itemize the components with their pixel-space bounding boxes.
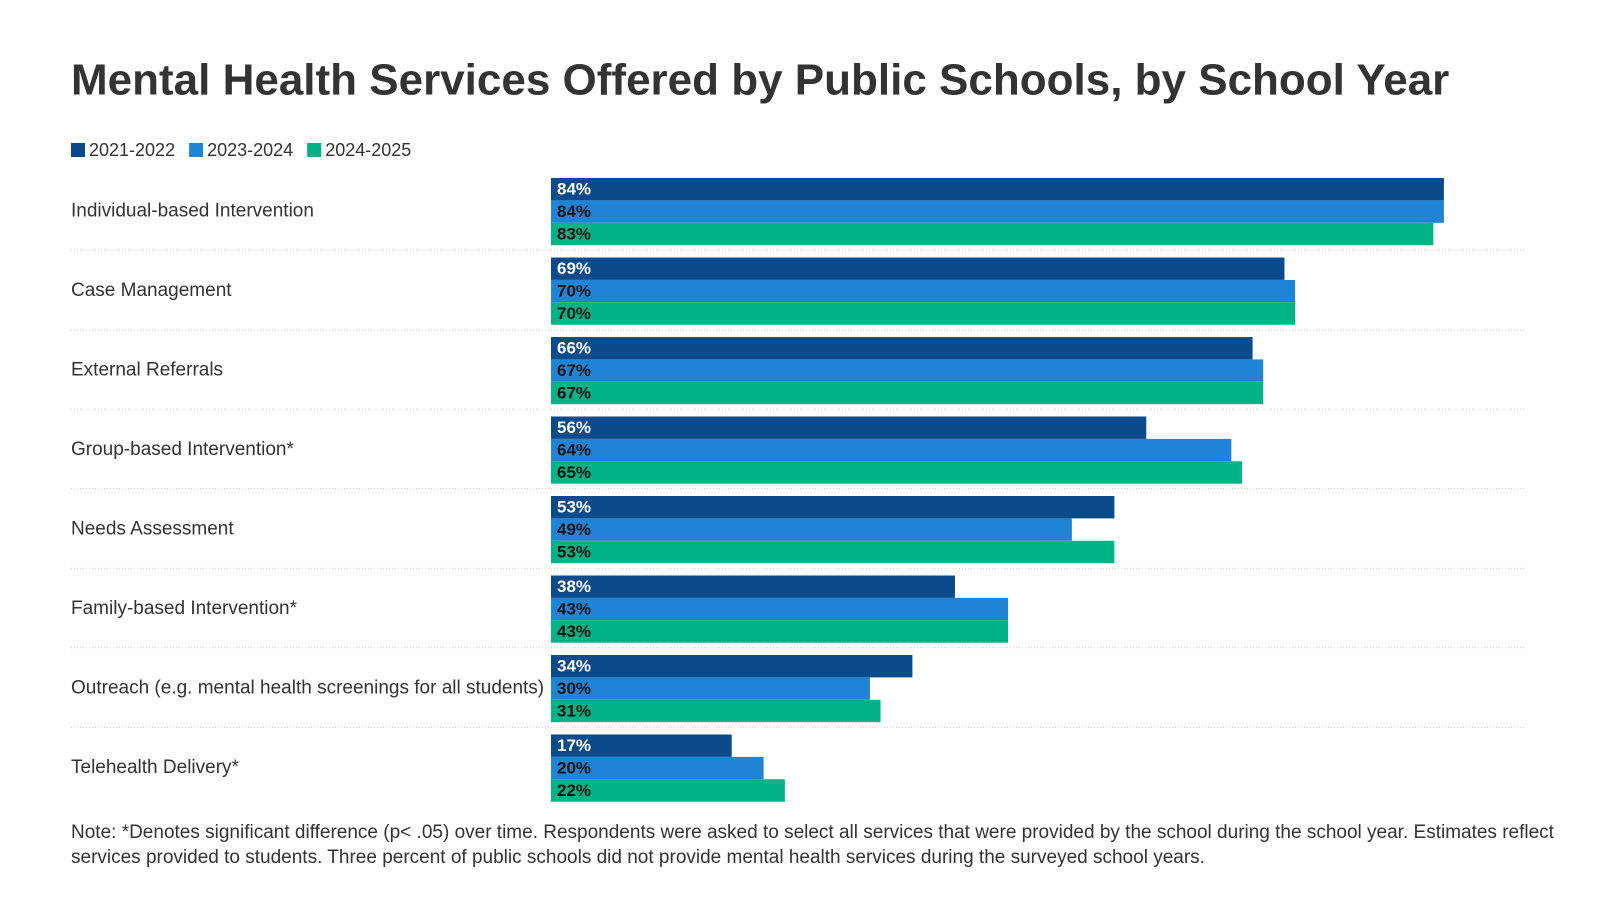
value-label: 84% (557, 180, 591, 199)
bar (551, 756, 764, 780)
legend-swatch (71, 143, 85, 157)
legend-label: 2024-2025 (325, 140, 411, 160)
value-label: 20% (557, 759, 591, 778)
bar (551, 381, 1264, 405)
bar (551, 222, 1434, 246)
value-label: 31% (557, 701, 591, 720)
bar (551, 734, 732, 757)
value-label: 70% (557, 304, 591, 323)
bar (551, 597, 1009, 621)
bar (551, 699, 881, 723)
bar (551, 518, 1072, 541)
category-label: Needs Assessment (71, 519, 234, 540)
bar (551, 540, 1115, 564)
value-label: 83% (557, 224, 591, 243)
value-label: 30% (557, 679, 591, 698)
bar (551, 620, 1009, 643)
value-label: 43% (557, 622, 591, 641)
category-label: Outreach (e.g. mental health screenings … (71, 678, 544, 699)
category-label: External Referrals (71, 360, 223, 381)
value-label: 65% (557, 463, 591, 482)
value-label: 53% (557, 542, 591, 561)
bar (551, 655, 913, 678)
bar (551, 359, 1264, 382)
value-label: 67% (557, 383, 591, 402)
bar (551, 279, 1296, 303)
value-label: 43% (557, 600, 591, 619)
value-label: 64% (557, 441, 591, 460)
bar (551, 496, 1115, 519)
bar (551, 302, 1296, 325)
bar (551, 257, 1285, 280)
value-label: 56% (557, 418, 591, 437)
value-label: 67% (557, 361, 591, 380)
chart-title: Mental Health Services Offered by Public… (71, 56, 1449, 105)
bar (551, 416, 1147, 439)
bar (551, 779, 785, 802)
value-label: 34% (557, 657, 591, 676)
value-label: 49% (557, 520, 591, 539)
bar (551, 438, 1232, 462)
value-label: 53% (557, 498, 591, 517)
category-label: Group-based Intervention* (71, 439, 294, 460)
value-label: 38% (557, 577, 591, 596)
bar (551, 178, 1444, 201)
value-label: 17% (557, 736, 591, 755)
bar (551, 575, 955, 598)
value-label: 22% (557, 781, 591, 800)
value-label: 66% (557, 339, 591, 358)
legend-swatch (307, 143, 322, 157)
value-label: 69% (557, 259, 591, 278)
category-label: Family-based Intervention* (71, 598, 298, 619)
legend-label: 2021-2022 (89, 140, 175, 160)
category-label: Individual-based Intervention (71, 201, 314, 222)
note: Note: *Denotes significant difference (p… (71, 822, 1554, 868)
value-label: 70% (557, 282, 591, 301)
bar (551, 677, 870, 700)
category-label: Case Management (71, 280, 232, 301)
legend-label: 2023-2024 (207, 140, 293, 160)
legend-swatch (189, 143, 204, 157)
bar (551, 200, 1444, 223)
value-label: 84% (557, 202, 591, 221)
category-label: Telehealth Delivery* (71, 757, 240, 778)
bar (551, 461, 1242, 484)
bar (551, 337, 1253, 360)
